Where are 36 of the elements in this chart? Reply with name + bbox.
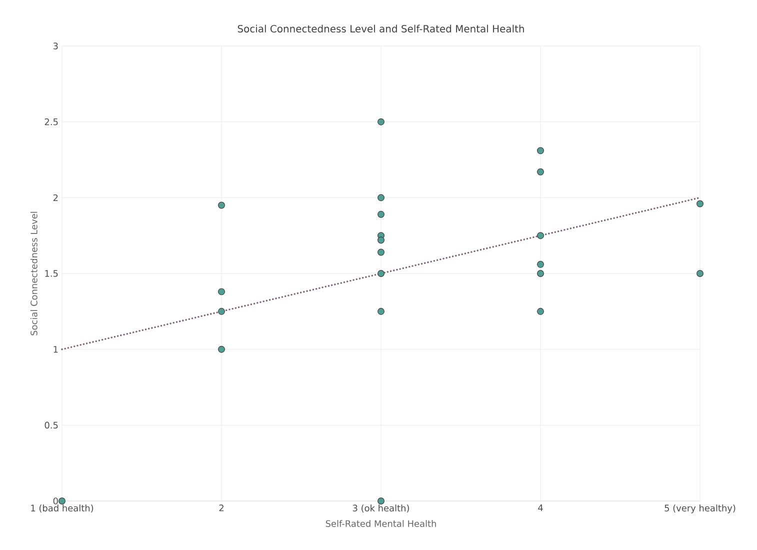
point: [218, 346, 225, 353]
point: [218, 288, 225, 296]
chart-title: Social Connectedness Level and Self-Rated Mental Health: [238, 24, 524, 33]
point: [537, 232, 544, 240]
point: [696, 270, 704, 277]
point: [378, 236, 384, 244]
y-tick-label: 1.5: [45, 270, 58, 277]
y-tick-label: 2.5: [44, 118, 58, 126]
point: [537, 260, 544, 268]
point: [378, 270, 384, 277]
point: [378, 210, 384, 218]
point: [537, 168, 544, 176]
point: [58, 498, 66, 504]
x-tick-label: 1 (bad health): [31, 504, 94, 513]
y-tick-label: 1: [54, 346, 58, 353]
point: [378, 194, 384, 202]
point: [537, 308, 544, 315]
point: [378, 308, 384, 315]
y-tick-label: 2: [53, 194, 58, 201]
x-tick-label: 3 (ok health): [352, 504, 409, 513]
y-tick-label: 0.5: [44, 422, 58, 429]
point: [378, 248, 384, 256]
y-axis-title: Social Connectedness Level: [30, 212, 38, 336]
x-tick-label: 5 (very healthy): [664, 504, 736, 514]
point: [378, 118, 384, 126]
point: [696, 200, 704, 208]
x-axis-title: Self-Rated Mental Health: [326, 520, 436, 527]
y-tick-label: 3: [53, 42, 58, 50]
x-tick-label: 2: [219, 504, 224, 512]
point: [537, 147, 544, 154]
point: [218, 202, 225, 209]
point: [537, 270, 544, 277]
y-tick-label: 0: [53, 498, 58, 504]
point: [378, 498, 384, 504]
point: [218, 308, 225, 315]
x-tick-label: 4: [538, 504, 543, 512]
